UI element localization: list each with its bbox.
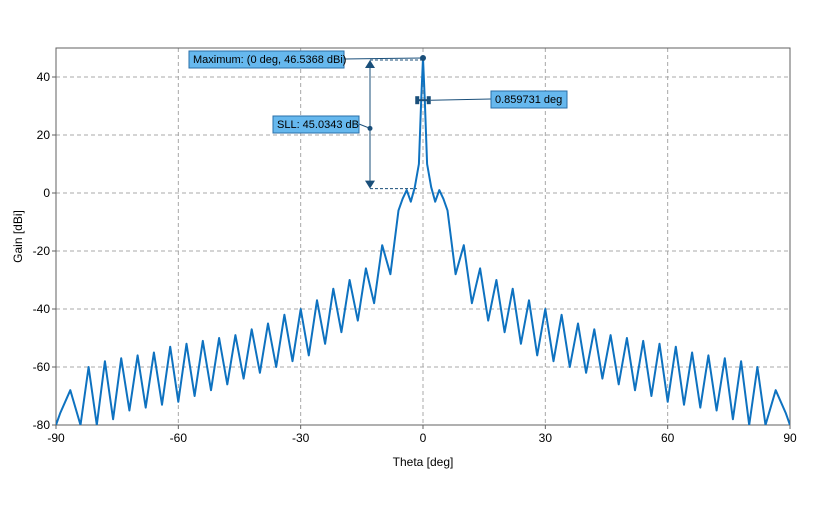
y-tick-label: 40 — [37, 70, 51, 84]
y-axis-label: Gain [dBi] — [11, 210, 25, 263]
sll-callout: SLL: 45.0343 dB — [272, 115, 360, 134]
x-tick-label: 0 — [420, 431, 427, 445]
sll-arrow-head-up — [364, 60, 375, 69]
y-tick-labels: -80 -60 -40 -20 0 20 40 — [33, 70, 56, 432]
y-tick-label: -40 — [33, 302, 51, 316]
x-axis-label: Theta [deg] — [393, 455, 454, 469]
x-tick-labels: -90 -60 -30 0 30 60 90 — [47, 425, 797, 445]
maximum-callout-box — [188, 50, 345, 69]
y-tick-label: 0 — [43, 186, 50, 200]
x-tick-label: -60 — [170, 431, 188, 445]
beamwidth-leader — [430, 98, 492, 101]
x-tick-label: 60 — [661, 431, 675, 445]
y-tick-label: -20 — [33, 244, 51, 258]
y-tick-label: 20 — [37, 128, 51, 142]
beamwidth-callout-text: 0.859731 deg — [495, 94, 562, 106]
x-tick-label: 90 — [783, 431, 797, 445]
maximum-leader — [343, 57, 424, 60]
gridlines — [56, 48, 790, 425]
annotations: Maximum: (0 deg, 46.5368 dBi) SLL: 45.034… — [188, 50, 568, 190]
beamwidth-left-cap — [415, 96, 420, 105]
sll-callout-box — [272, 115, 360, 134]
beamwidth-right-cap — [426, 96, 431, 105]
sll-leader — [358, 123, 371, 129]
x-tick-label: 30 — [539, 431, 553, 445]
beamwidth-callout-box — [490, 90, 568, 109]
sll-callout-text: SLL: 45.0343 dB — [277, 119, 359, 131]
y-tick-label: -60 — [33, 360, 51, 374]
beamwidth-callout: 0.859731 deg — [490, 90, 568, 109]
maximum-callout-text: Maximum: (0 deg, 46.5368 dBi) — [193, 54, 346, 66]
sll-arrow-head-down — [364, 180, 375, 189]
maximum-callout: Maximum: (0 deg, 46.5368 dBi) — [188, 50, 346, 69]
x-tick-label: -90 — [47, 431, 65, 445]
y-tick-label: -80 — [33, 418, 51, 432]
x-tick-label: -30 — [292, 431, 310, 445]
